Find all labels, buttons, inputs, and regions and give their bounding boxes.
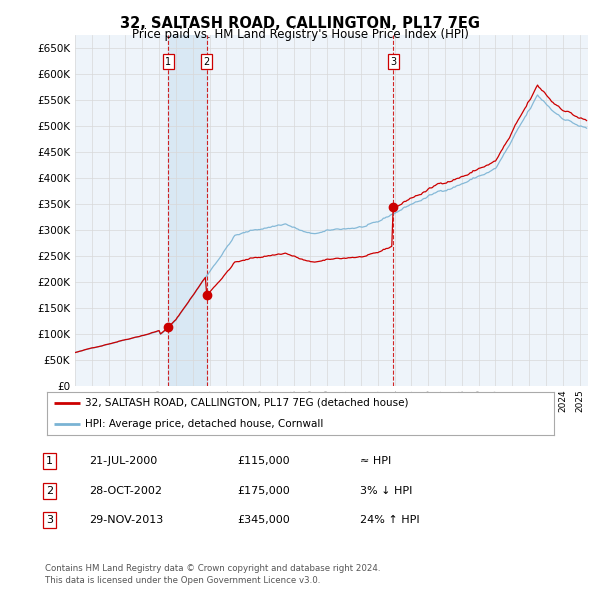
Text: 3% ↓ HPI: 3% ↓ HPI (360, 486, 412, 496)
Text: 2: 2 (46, 486, 53, 496)
Text: 21-JUL-2000: 21-JUL-2000 (89, 457, 157, 466)
Text: 2: 2 (203, 57, 210, 67)
Text: 29-NOV-2013: 29-NOV-2013 (89, 516, 163, 525)
Text: £115,000: £115,000 (237, 457, 290, 466)
Text: ≈ HPI: ≈ HPI (360, 457, 391, 466)
Text: Contains HM Land Registry data © Crown copyright and database right 2024.
This d: Contains HM Land Registry data © Crown c… (45, 565, 380, 585)
Bar (169, 35, 206, 386)
Text: 3: 3 (46, 516, 53, 525)
Text: HPI: Average price, detached house, Cornwall: HPI: Average price, detached house, Corn… (85, 419, 323, 429)
Text: 1: 1 (46, 457, 53, 466)
Text: 28-OCT-2002: 28-OCT-2002 (89, 486, 162, 496)
Text: 32, SALTASH ROAD, CALLINGTON, PL17 7EG (detached house): 32, SALTASH ROAD, CALLINGTON, PL17 7EG (… (85, 398, 409, 408)
Text: £345,000: £345,000 (237, 516, 290, 525)
Text: 32, SALTASH ROAD, CALLINGTON, PL17 7EG: 32, SALTASH ROAD, CALLINGTON, PL17 7EG (120, 16, 480, 31)
Text: Price paid vs. HM Land Registry's House Price Index (HPI): Price paid vs. HM Land Registry's House … (131, 28, 469, 41)
Text: 1: 1 (165, 57, 172, 67)
Text: 24% ↑ HPI: 24% ↑ HPI (360, 516, 419, 525)
Text: 3: 3 (390, 57, 396, 67)
Text: £175,000: £175,000 (237, 486, 290, 496)
